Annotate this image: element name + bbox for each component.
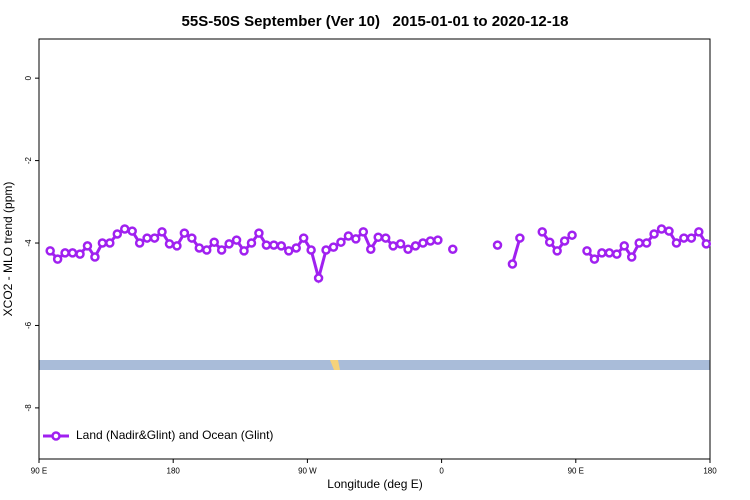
- point: [164, 239, 175, 249]
- point: [380, 233, 391, 243]
- y-axis-label: XCO2 - MLO trend (ppm): [1, 182, 15, 317]
- point: [313, 273, 324, 283]
- plot-frame: [38, 38, 711, 460]
- point: [127, 226, 137, 236]
- point: [433, 235, 443, 245]
- legend-label: Land (Nadir&Glint) and Ocean (Glint): [76, 428, 273, 442]
- y-tick-label: -8: [24, 404, 33, 412]
- point: [209, 237, 219, 247]
- land-strip: [39, 360, 710, 370]
- point: [552, 246, 562, 256]
- point: [67, 248, 78, 258]
- point: [626, 252, 637, 262]
- point: [321, 245, 331, 255]
- x-tick-label: 90 E: [568, 467, 584, 476]
- point: [82, 241, 93, 251]
- point: [284, 246, 294, 256]
- point: [328, 242, 339, 252]
- point: [358, 227, 369, 237]
- point: [179, 228, 190, 238]
- point: [388, 241, 398, 251]
- point: [656, 224, 667, 234]
- point: [187, 233, 197, 243]
- land-patch: [330, 360, 340, 370]
- point: [567, 230, 577, 240]
- point: [619, 241, 630, 251]
- point: [641, 238, 652, 248]
- point: [559, 236, 570, 246]
- chart-title: 55S-50S September (Ver 10) 2015-01-01 to…: [182, 13, 569, 30]
- point: [216, 245, 227, 255]
- point: [634, 238, 644, 248]
- point: [246, 238, 257, 248]
- point: [582, 246, 592, 256]
- point: [45, 246, 55, 256]
- point: [544, 237, 555, 247]
- point: [515, 233, 525, 243]
- point: [202, 245, 212, 255]
- point: [291, 243, 301, 253]
- point: [679, 233, 689, 243]
- point: [507, 259, 518, 269]
- point: [149, 233, 160, 243]
- point: [298, 233, 309, 243]
- y-tick-label: -4: [24, 239, 33, 247]
- point: [112, 229, 123, 239]
- point: [664, 226, 674, 236]
- y-tick-label: -6: [24, 321, 33, 329]
- point: [336, 237, 346, 247]
- point: [90, 252, 100, 262]
- point: [142, 233, 152, 243]
- legend-marker: [51, 431, 61, 441]
- point: [671, 238, 682, 248]
- point: [231, 235, 242, 245]
- x-tick-label: 90 W: [298, 467, 317, 476]
- point: [343, 231, 354, 241]
- point: [589, 254, 600, 264]
- x-tick-label: 0: [439, 467, 444, 476]
- point: [60, 248, 70, 258]
- point: [254, 228, 264, 238]
- point: [172, 241, 182, 251]
- point: [425, 236, 436, 246]
- point: [239, 246, 249, 256]
- y-tick-label: 0: [24, 75, 33, 80]
- point: [604, 248, 615, 258]
- point: [224, 239, 234, 249]
- point: [75, 249, 85, 259]
- point: [373, 232, 383, 243]
- point: [492, 240, 503, 250]
- point: [276, 241, 287, 251]
- point: [410, 241, 421, 251]
- point: [403, 244, 413, 254]
- point: [395, 239, 406, 249]
- point: [194, 243, 205, 253]
- point: [105, 238, 115, 248]
- x-tick-label: 180: [167, 467, 181, 476]
- point: [52, 254, 63, 264]
- y-tick-label: -2: [24, 156, 33, 164]
- point: [612, 249, 622, 259]
- point: [701, 239, 712, 249]
- point: [97, 238, 108, 248]
- point: [157, 227, 167, 237]
- point: [597, 248, 607, 258]
- point: [119, 224, 130, 234]
- point: [537, 227, 547, 237]
- point: [306, 245, 316, 255]
- point: [448, 244, 458, 254]
- x-tick-label: 90 E: [31, 467, 47, 476]
- point: [694, 227, 704, 237]
- x-axis-label: Longitude (deg E): [327, 477, 422, 491]
- x-tick-label: 180: [703, 467, 717, 476]
- point: [261, 240, 272, 250]
- point: [686, 233, 697, 243]
- point: [269, 240, 279, 250]
- point: [351, 234, 361, 244]
- point: [366, 244, 376, 254]
- point: [134, 238, 145, 248]
- point: [418, 238, 428, 248]
- point: [649, 229, 659, 239]
